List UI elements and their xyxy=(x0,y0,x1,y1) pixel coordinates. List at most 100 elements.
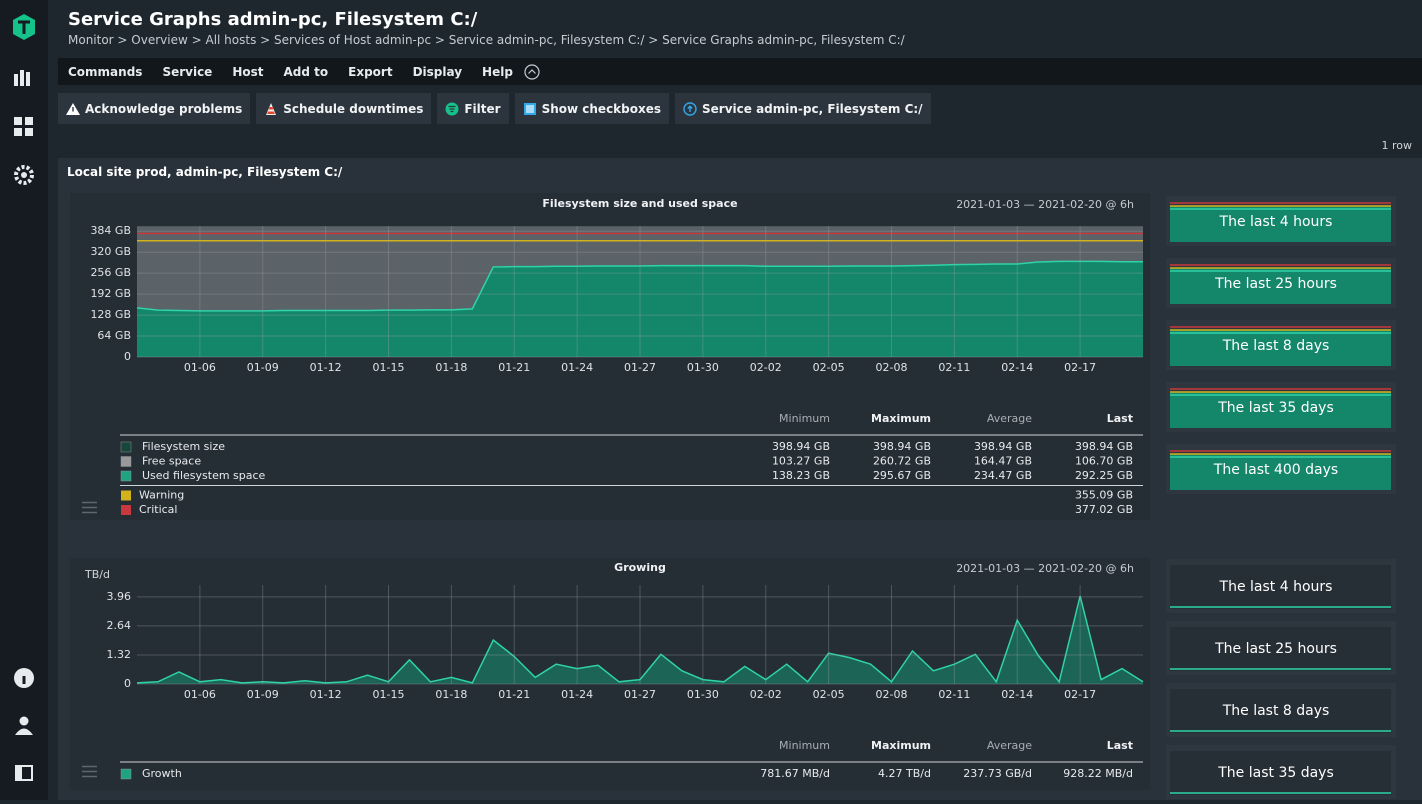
x-tick-label: 02-11 xyxy=(938,688,970,701)
monitor-icon[interactable] xyxy=(14,70,30,86)
x-tick-label: 02-08 xyxy=(876,361,908,374)
x-tick-label: 01-24 xyxy=(561,361,593,374)
menu-collapse[interactable] xyxy=(523,63,541,81)
dashboard-icon[interactable] xyxy=(14,117,33,136)
series-area xyxy=(137,261,1143,357)
legend-cell: 4.27 TB/d xyxy=(878,767,931,780)
sidebar-icons xyxy=(13,14,35,781)
series-line xyxy=(136,260,1143,312)
legend-cell: 781.67 MB/d xyxy=(760,767,830,780)
thumbnail-label: The last 25 hours xyxy=(1214,276,1337,292)
setup-icon[interactable] xyxy=(14,165,34,185)
x-tick-label: 01-15 xyxy=(373,361,405,374)
toolbar-button[interactable]: Show checkboxes xyxy=(514,93,670,124)
thumbnail-plot xyxy=(1170,330,1391,366)
time-range: 2021-01-03 — 2021-02-20 @ 6h xyxy=(956,198,1134,211)
legend-cell: 398.94 GB xyxy=(772,440,830,453)
legend-cell: 260.72 GB xyxy=(873,455,931,468)
legend-column: Maximum xyxy=(871,412,931,425)
thumbnail-label: The last 35 days xyxy=(1217,400,1334,416)
x-tick-label: 01-09 xyxy=(247,688,279,701)
menu-item[interactable]: Export xyxy=(348,64,393,79)
x-tick-label: 01-12 xyxy=(310,688,342,701)
sidebar xyxy=(0,0,48,800)
panel-title: Local site prod, admin-pc, Filesystem C:… xyxy=(67,165,343,179)
thumbnail-label: The last 8 days xyxy=(1222,338,1330,354)
legend-swatch xyxy=(120,470,132,482)
x-tick-label: 01-27 xyxy=(624,688,656,701)
x-tick-label: 01-12 xyxy=(310,361,342,374)
menu-item[interactable]: Host xyxy=(232,64,264,79)
x-tick-label: 02-17 xyxy=(1064,688,1096,701)
toolbar-button[interactable]: Service admin-pc, Filesystem C:/ xyxy=(675,93,931,124)
button-icon xyxy=(523,102,536,115)
x-tick-label: 01-27 xyxy=(624,361,656,374)
button-icon xyxy=(266,102,277,115)
legend-cell: 138.23 GB xyxy=(772,469,830,482)
legend-name: Critical xyxy=(139,503,177,516)
time-range: 2021-01-03 — 2021-02-20 @ 6h xyxy=(956,562,1134,575)
legend-cell: 237.73 GB/d xyxy=(963,767,1032,780)
y-tick-label: 320 GB xyxy=(90,245,131,258)
y-tick-label: 64 GB xyxy=(97,329,131,342)
x-tick-label: 02-08 xyxy=(876,688,908,701)
legend-swatch xyxy=(120,768,132,780)
menu-item[interactable]: Commands xyxy=(68,64,143,79)
x-tick-label: 01-15 xyxy=(373,688,405,701)
legend-name: Warning xyxy=(139,489,184,502)
legend-column: Average xyxy=(987,412,1032,425)
button-icon xyxy=(683,101,697,116)
thumbnail-plot xyxy=(1170,392,1391,428)
y-unit: TB/d xyxy=(84,568,110,581)
button-icon xyxy=(66,102,80,115)
legend-cell: 234.47 GB xyxy=(974,469,1032,482)
breadcrumb[interactable]: Monitor > Overview > All hosts > Service… xyxy=(68,33,905,47)
menu-item[interactable]: Add to xyxy=(283,64,329,79)
menu-bar: Commands Service Host Add to Export Display He… xyxy=(58,58,1422,85)
menu-item[interactable]: Help xyxy=(482,64,513,79)
legend-swatch xyxy=(120,441,132,453)
legend-column: Last xyxy=(1107,739,1133,752)
button-label: Filter xyxy=(464,101,501,116)
thumbnail-plot xyxy=(1170,627,1391,671)
legend-column: Minimum xyxy=(779,412,830,425)
menu-item[interactable]: Display xyxy=(412,64,463,79)
thumbnail-label: The last 400 days xyxy=(1213,462,1338,478)
legend-cell: 295.67 GB xyxy=(873,469,931,482)
button-label: Show checkboxes xyxy=(541,101,662,116)
legend-name: Filesystem size xyxy=(142,440,225,453)
thumbnail-label: The last 4 hours xyxy=(1219,214,1333,230)
button-label: Service admin-pc, Filesystem C:/ xyxy=(702,101,923,116)
x-tick-label: 01-06 xyxy=(184,688,216,701)
x-tick-label: 02-11 xyxy=(938,361,970,374)
thumbnail-plot xyxy=(1170,268,1391,304)
x-tick-label: 01-30 xyxy=(687,688,719,701)
toolbar-button[interactable]: Filter xyxy=(437,93,509,124)
legend-column: Average xyxy=(987,739,1032,752)
legend-cell: 164.47 GB xyxy=(974,455,1032,468)
series-line xyxy=(136,595,1144,684)
x-tick-label: 01-06 xyxy=(184,361,216,374)
menu-item[interactable]: Service xyxy=(162,64,213,79)
x-tick-label: 02-02 xyxy=(750,361,782,374)
thumbnail-plot xyxy=(1170,689,1391,733)
thumbnail-plot xyxy=(1170,565,1391,609)
legend-cell: 928.22 MB/d xyxy=(1063,767,1133,780)
button-icon xyxy=(445,102,459,115)
user-icon[interactable] xyxy=(19,716,29,726)
legend-column: Last xyxy=(1107,412,1133,425)
setup-icon-center xyxy=(21,172,27,178)
x-tick-label: 01-21 xyxy=(498,361,530,374)
thumbnail-plot xyxy=(1170,454,1391,490)
legend-name: Used filesystem space xyxy=(142,469,266,482)
y-tick-label: 0 xyxy=(124,677,131,690)
x-tick-label: 02-14 xyxy=(1001,688,1033,701)
toolbar-button[interactable]: Acknowledge problems xyxy=(58,93,251,124)
y-tick-label: 1.32 xyxy=(107,648,132,661)
graph-title: Filesystem size and used space xyxy=(542,197,737,210)
y-tick-label: 3.96 xyxy=(107,590,132,603)
toolbar-button[interactable]: Schedule downtimes xyxy=(256,93,432,124)
legend-cell: 398.94 GB xyxy=(974,440,1032,453)
thumbnail-label: The last 35 days xyxy=(1217,765,1334,781)
